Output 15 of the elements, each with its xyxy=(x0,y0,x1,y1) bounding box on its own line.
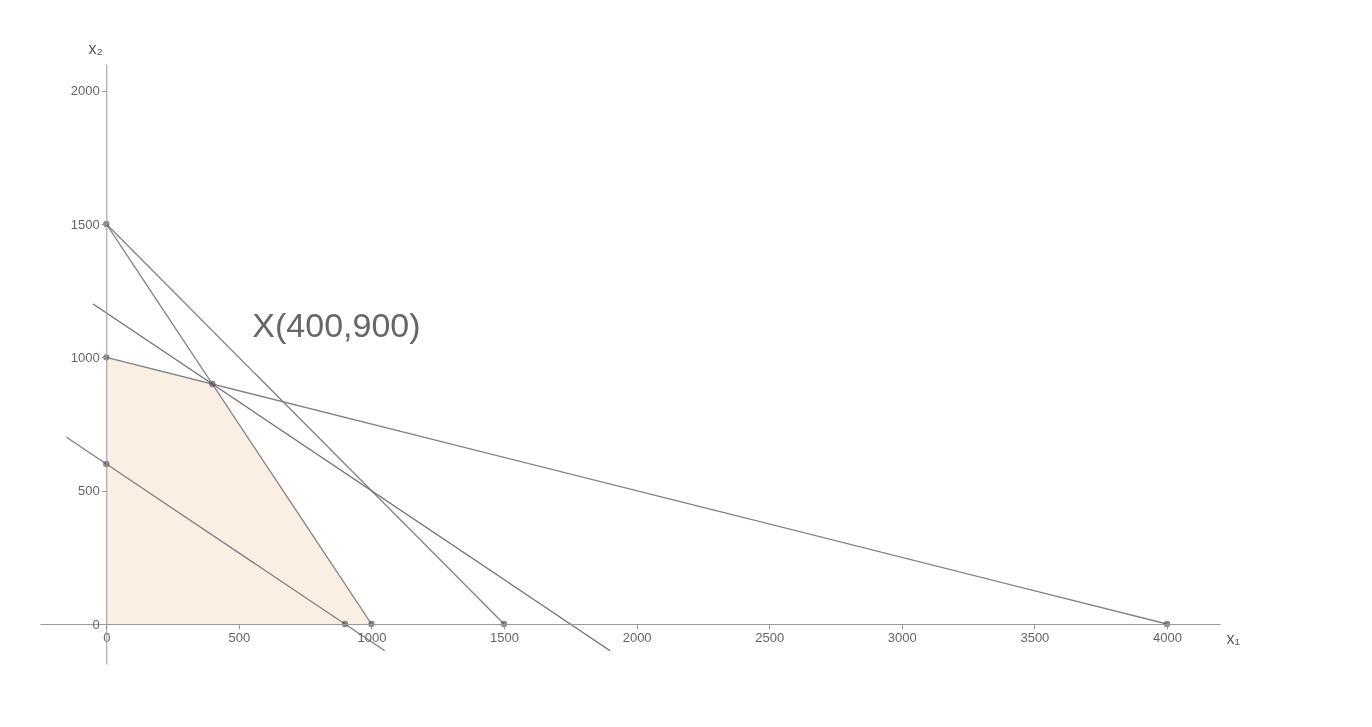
y-tick-label: 1500 xyxy=(70,216,100,232)
x-tick-label: 2000 xyxy=(622,629,652,645)
x-axis-title: x₁ xyxy=(1226,629,1240,647)
annotation: X(400,900) xyxy=(252,306,421,344)
x-tick-label: 3000 xyxy=(887,629,917,645)
y-tick-label: 500 xyxy=(78,483,100,499)
x-tick-label: 2500 xyxy=(755,629,785,645)
x-tick-label: 0 xyxy=(103,629,111,645)
y-axis-title: x₂ xyxy=(88,39,103,57)
y-tick-label: 1000 xyxy=(70,349,100,365)
x-tick-label: 500 xyxy=(228,629,251,645)
x-tick-label: 1500 xyxy=(490,629,520,645)
x-tick-label: 3500 xyxy=(1020,629,1050,645)
x-tick-label: 4000 xyxy=(1153,629,1182,645)
y-tick-label: 2000 xyxy=(70,83,100,99)
